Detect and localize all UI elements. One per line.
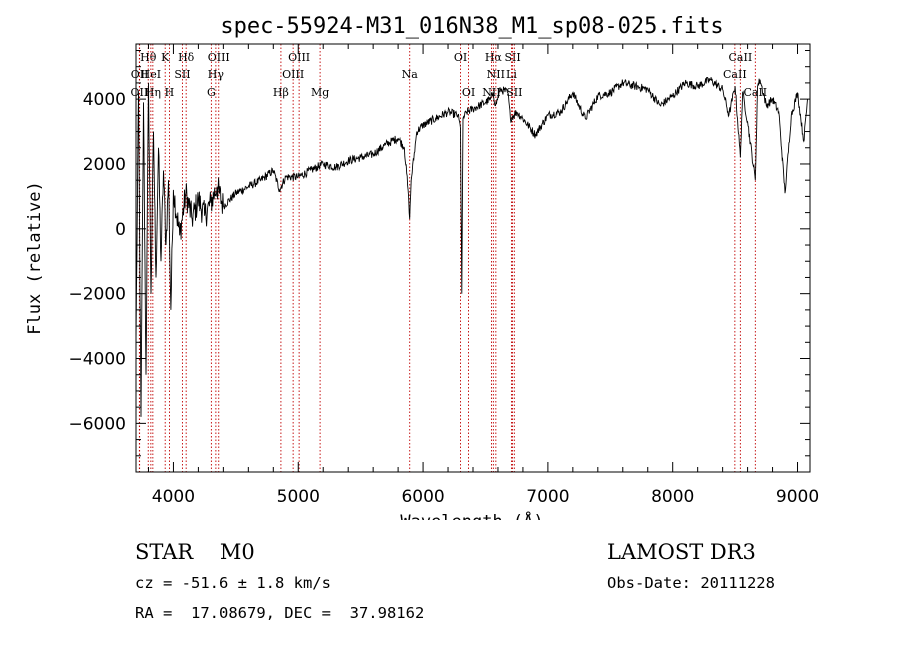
x-axis-label: Wavelength (Å) — [400, 510, 543, 520]
line-label: Hγ — [208, 68, 225, 81]
line-label: SII — [506, 86, 522, 99]
line-label: CaII — [723, 68, 747, 81]
line-label: OIII — [282, 68, 304, 81]
y-tick-label: −6000 — [68, 414, 126, 434]
x-axis: 4000 5000 6000 7000 8000 9000 — [147, 44, 819, 507]
line-label: HeI — [141, 68, 161, 81]
y-tick-label: 4000 — [83, 90, 126, 110]
spectrum-line — [135, 77, 808, 417]
line-label: OII — [131, 86, 149, 99]
line-label: K — [161, 51, 170, 64]
line-label: CaII — [729, 51, 753, 64]
line-label: SII — [504, 51, 520, 64]
line-label: OIII — [208, 51, 230, 64]
line-label: Li — [506, 68, 517, 81]
line-label: OI — [462, 86, 475, 99]
coordinates: RA = 17.08679, DEC = 37.98162 — [135, 604, 425, 622]
x-tick-label: 8000 — [651, 487, 694, 507]
y-tick-label: 0 — [115, 220, 126, 240]
observation-date: Obs-Date: 20111228 — [607, 574, 775, 592]
y-axis: −6000 −4000 −2000 0 2000 4000 — [68, 49, 810, 457]
line-label: SII — [174, 68, 190, 81]
line-label: Hα — [485, 51, 503, 64]
x-tick-label: 9000 — [776, 487, 819, 507]
line-label: OII — [131, 68, 149, 81]
y-tick-label: −2000 — [68, 285, 126, 305]
spectrum-series — [135, 77, 808, 417]
object-class: STAR M0 — [135, 540, 255, 564]
x-tick-label: 6000 — [401, 487, 444, 507]
line-label: G — [207, 86, 216, 99]
line-label: Hη — [145, 86, 161, 99]
x-tick-label: 5000 — [277, 487, 320, 507]
line-label: Hβ — [273, 86, 289, 99]
redshift-velocity: cz = -51.6 ± 1.8 km/s — [135, 574, 331, 592]
line-label: Hθ — [140, 51, 157, 64]
y-tick-label: −4000 — [68, 350, 126, 370]
line-label: H — [165, 86, 175, 99]
line-label: Na — [402, 68, 419, 81]
x-tick-label: 7000 — [526, 487, 569, 507]
line-label: OI — [454, 51, 467, 64]
x-tick-label: 4000 — [152, 487, 195, 507]
line-label: NII — [487, 68, 505, 81]
survey-name: LAMOST DR3 — [607, 540, 756, 564]
line-label: CaII — [743, 86, 767, 99]
spectrum-chart: spec-55924-M31_016N38_M1_sp08-025.fits H… — [25, 14, 819, 520]
line-label: OIII — [288, 51, 310, 64]
chart-title: spec-55924-M31_016N38_M1_sp08-025.fits — [220, 14, 723, 39]
y-axis-label: Flux (relative) — [25, 181, 45, 335]
line-label: Mg — [311, 86, 329, 99]
line-label: Hδ — [178, 51, 195, 64]
y-tick-label: 2000 — [83, 155, 126, 175]
